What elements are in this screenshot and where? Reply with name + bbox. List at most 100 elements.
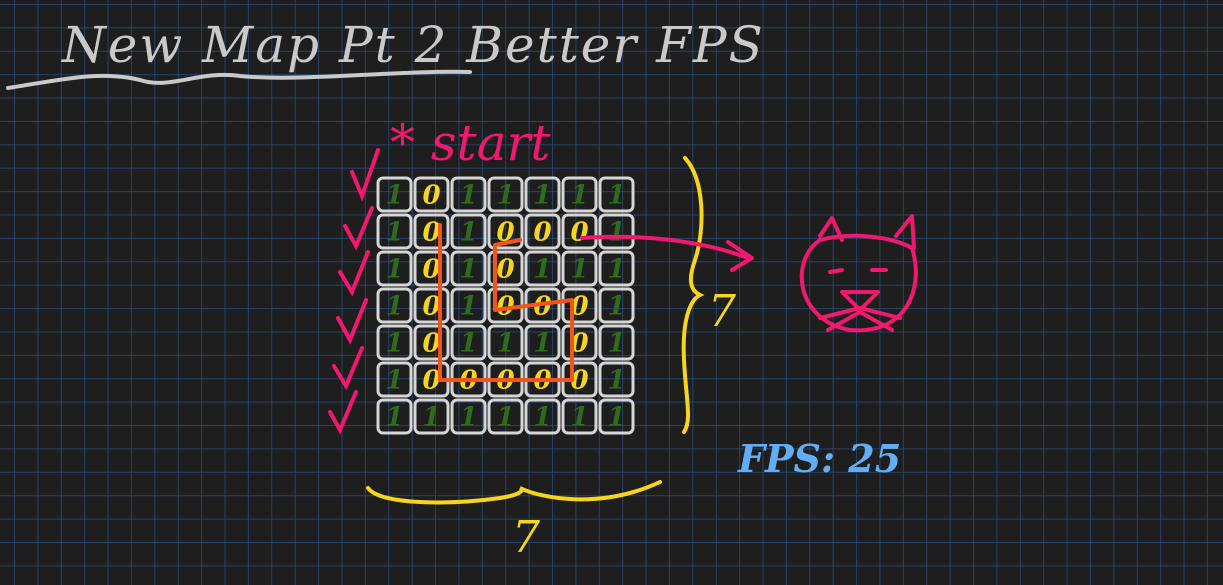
map-cell [598, 250, 635, 287]
path-cell-value: 0 [570, 292, 588, 322]
title: New Map Pt 2 Better FPS [61, 16, 765, 74]
wall-cell-value: 1 [385, 255, 403, 285]
cat-icon [799, 214, 918, 333]
map-cell [413, 213, 450, 250]
path-cell-value: 0 [570, 329, 588, 359]
wall-cell-value: 1 [385, 292, 403, 322]
wall-cell-value: 1 [496, 181, 514, 211]
map-cell [524, 250, 561, 287]
path-cell-value: 0 [422, 181, 440, 211]
map-cell [450, 287, 487, 324]
map-cell [598, 287, 635, 324]
map-cell [487, 176, 524, 213]
map-cell [524, 398, 561, 435]
arrow-icon [580, 234, 754, 272]
map-cell [598, 398, 635, 435]
map-cell [487, 324, 524, 361]
map-cell [413, 398, 450, 435]
wall-cell-value: 1 [570, 403, 588, 433]
title-underline [6, 69, 472, 90]
height-label: 7 [708, 286, 736, 337]
wall-cell-value: 1 [459, 403, 477, 433]
map-cell [561, 213, 598, 250]
wall-cell-value: 1 [607, 329, 625, 359]
wall-cell-value: 1 [459, 329, 477, 359]
map-cell [598, 361, 635, 398]
wall-cell-value: 1 [533, 329, 551, 359]
map-cell [487, 250, 524, 287]
wall-cell-value: 1 [607, 403, 625, 433]
map-cell [487, 398, 524, 435]
map-cell [413, 324, 450, 361]
wall-cell-value: 1 [459, 292, 477, 322]
width-label: 7 [512, 512, 540, 563]
map-cell [413, 287, 450, 324]
wall-cell-value: 1 [607, 292, 625, 322]
wall-cell-value: 1 [533, 255, 551, 285]
map-cell [413, 250, 450, 287]
wall-cell-value: 1 [496, 329, 514, 359]
wall-cell-value: 1 [607, 218, 625, 248]
map-cell [561, 398, 598, 435]
map-cell [376, 176, 413, 213]
map-cell [561, 250, 598, 287]
map-cell [598, 176, 635, 213]
map-cell [450, 213, 487, 250]
map-cell [450, 176, 487, 213]
map-cell [376, 361, 413, 398]
map-grid: 1 0 1 1 1 1 11 0 1 0 0 0 11 0 1 0 1 1 11 0 1 0 0 0 11 0 1 1 1 0 11 0 0 0 0… [376, 176, 635, 435]
path-cell-value: 0 [496, 292, 514, 322]
path-cell-value: 0 [422, 255, 440, 285]
wall-cell-value: 1 [385, 403, 403, 433]
map-cell [598, 213, 635, 250]
check-marks [328, 148, 380, 435]
map-cell [376, 287, 413, 324]
path-cell-value: 0 [422, 292, 440, 322]
path-cell-value: 0 [533, 292, 551, 322]
map-cell [524, 176, 561, 213]
height-brace [681, 156, 705, 434]
map-cell [561, 324, 598, 361]
wall-cell-value: 1 [496, 403, 514, 433]
path-cell-value: 0 [570, 366, 588, 396]
wall-cell-value: 1 [607, 255, 625, 285]
path-cell-value: 0 [422, 329, 440, 359]
path-cell-value: 0 [422, 366, 440, 396]
path-cell-value: 0 [533, 218, 551, 248]
fps-label: FPS: 25 [737, 436, 901, 481]
wall-cell-value: 1 [533, 181, 551, 211]
route-path [438, 223, 574, 382]
path-cell-value: 0 [496, 255, 514, 285]
map-cell [524, 324, 561, 361]
wall-cell-value: 1 [570, 255, 588, 285]
map-cell [598, 324, 635, 361]
map-cell [524, 213, 561, 250]
path-cell-value: 0 [570, 218, 588, 248]
wall-cell-value: 1 [385, 181, 403, 211]
wall-cell-value: 1 [385, 218, 403, 248]
width-brace [366, 480, 662, 505]
start-label: * start [390, 114, 551, 172]
path-cell-value: 0 [422, 218, 440, 248]
map-cell [487, 213, 524, 250]
map-cell [413, 176, 450, 213]
wall-cell-value: 1 [607, 181, 625, 211]
wall-cell-value: 1 [607, 366, 625, 396]
map-cell [561, 176, 598, 213]
map-cell [376, 250, 413, 287]
map-cell [376, 398, 413, 435]
map-cell [450, 398, 487, 435]
wall-cell-value: 1 [570, 181, 588, 211]
wall-cell-value: 1 [385, 329, 403, 359]
wall-cell-value: 1 [459, 255, 477, 285]
wall-cell-value: 1 [459, 181, 477, 211]
wall-cell-value: 1 [533, 403, 551, 433]
wall-cell-value: 1 [422, 403, 440, 433]
map-cell [376, 324, 413, 361]
map-cell [450, 324, 487, 361]
map-cell [561, 287, 598, 324]
map-cell [450, 250, 487, 287]
map-cell [376, 213, 413, 250]
wall-cell-value: 1 [459, 218, 477, 248]
